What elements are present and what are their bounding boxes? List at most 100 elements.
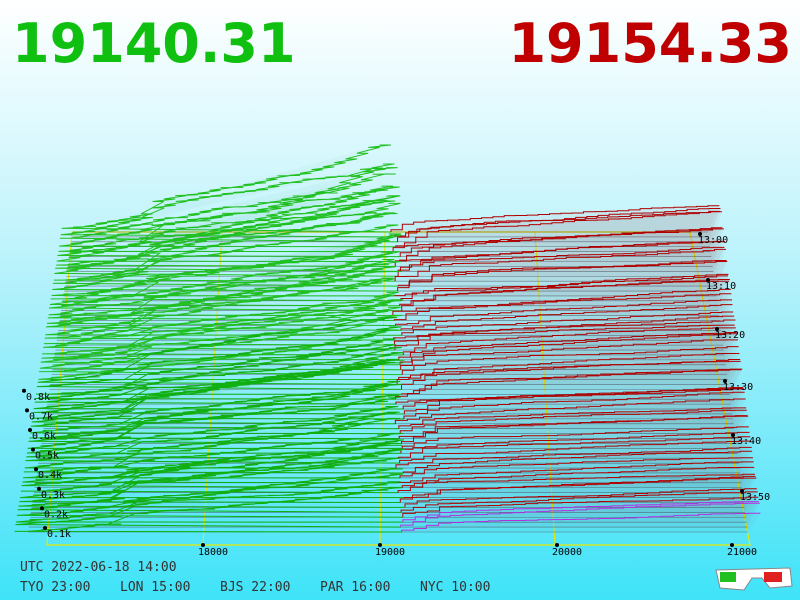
price-label: 21000 <box>727 547 757 558</box>
depth-tick <box>34 467 38 472</box>
ask-area <box>401 312 734 336</box>
bid-area <box>42 299 404 355</box>
ask-area <box>399 415 748 439</box>
city-time: NYC 10:00 <box>420 580 491 595</box>
bid-area <box>48 252 393 316</box>
ask-line <box>394 398 746 424</box>
ask-line <box>399 333 738 365</box>
bid-area <box>30 359 399 429</box>
bid-line <box>34 344 397 405</box>
price-tick <box>378 543 382 547</box>
ask-line <box>392 211 722 252</box>
ask-price: 19154.33 <box>508 12 792 75</box>
bid-line <box>48 251 393 317</box>
ask-line <box>402 450 753 473</box>
ask-line <box>400 273 729 301</box>
bid-line <box>61 144 392 233</box>
ask-area <box>399 241 724 262</box>
bid-area <box>35 338 396 400</box>
ask-area <box>395 398 746 424</box>
ask-area <box>400 478 757 503</box>
ask-line <box>399 440 751 464</box>
ask-line <box>399 457 753 478</box>
bid-line <box>54 195 399 277</box>
city-time: PAR 16:00 <box>320 580 391 595</box>
time-tick <box>706 278 710 282</box>
time-tick <box>698 232 702 236</box>
ask-area <box>392 289 731 316</box>
bid-line <box>37 317 398 385</box>
ask-line <box>398 353 740 380</box>
bid-area <box>49 235 402 311</box>
depth-label: 0.3k <box>41 490 65 501</box>
bid-line <box>42 299 404 356</box>
bid-line <box>17 449 402 513</box>
bid-line <box>39 306 401 371</box>
price-tick <box>555 543 559 547</box>
ask-line <box>399 246 725 272</box>
bid-area <box>47 259 395 321</box>
depth-label: 0.6k <box>32 431 56 442</box>
ask-line <box>404 488 757 508</box>
ask-area <box>394 293 732 321</box>
bid-line <box>53 212 396 282</box>
bid-area <box>59 167 398 242</box>
bid-line <box>36 326 402 390</box>
ask-line <box>401 311 734 336</box>
ask-line <box>402 387 744 410</box>
time-tick <box>715 327 719 331</box>
ask-line <box>393 293 732 321</box>
ask-area <box>402 346 739 375</box>
price-tick <box>201 543 205 547</box>
bid-line <box>30 358 399 430</box>
bid-area <box>24 412 396 469</box>
bid-area <box>51 237 394 296</box>
bid-line <box>52 224 399 287</box>
bid-line <box>58 185 394 253</box>
ask-line <box>400 431 750 454</box>
depth-label: 0.5k <box>35 451 59 462</box>
3d-glasses-icon <box>715 567 793 591</box>
bid-line <box>23 417 401 479</box>
axis-labels: 18000 19000 20000 21000 0.1k 0.2k 0.3k 0.4k 0.5k… <box>22 232 770 558</box>
bid-line <box>23 432 404 474</box>
depth-tick <box>43 526 47 530</box>
ask-line <box>397 461 754 483</box>
bid-area <box>38 329 399 380</box>
bid-line <box>24 412 397 469</box>
bid-area <box>17 450 402 513</box>
ask-area <box>401 279 730 311</box>
ask-line <box>403 391 745 419</box>
ask-line <box>403 388 744 414</box>
ask-line <box>397 260 728 292</box>
time-label: 13:20 <box>715 330 745 341</box>
ask-line <box>400 415 749 444</box>
ask-line <box>392 288 731 316</box>
ask-line <box>398 332 737 360</box>
bid-area <box>36 326 402 390</box>
bid-line <box>45 271 402 336</box>
ask-line <box>399 409 747 434</box>
bid-area <box>39 307 401 370</box>
bid-area <box>14 487 402 532</box>
ask-area <box>395 299 733 326</box>
utc-time: UTC 2022-06-18 14:00 <box>20 560 177 575</box>
bid-area <box>52 213 398 292</box>
time-label: 13:40 <box>731 436 761 447</box>
time-tick <box>731 433 735 437</box>
bid-area <box>26 397 401 454</box>
bid-line <box>40 299 401 366</box>
ask-line <box>399 227 723 257</box>
depth-label: 0.2k <box>44 509 68 520</box>
bid-area <box>43 295 395 351</box>
bid-line <box>44 277 394 341</box>
price-label: 18000 <box>198 547 228 558</box>
depth-label: 0.8k <box>26 392 50 403</box>
time-label: 13:10 <box>706 281 736 292</box>
bid-area <box>46 261 402 331</box>
green-lens <box>720 572 736 582</box>
bid-area <box>44 278 394 341</box>
ask-area <box>402 467 755 488</box>
bid-area <box>20 441 399 493</box>
